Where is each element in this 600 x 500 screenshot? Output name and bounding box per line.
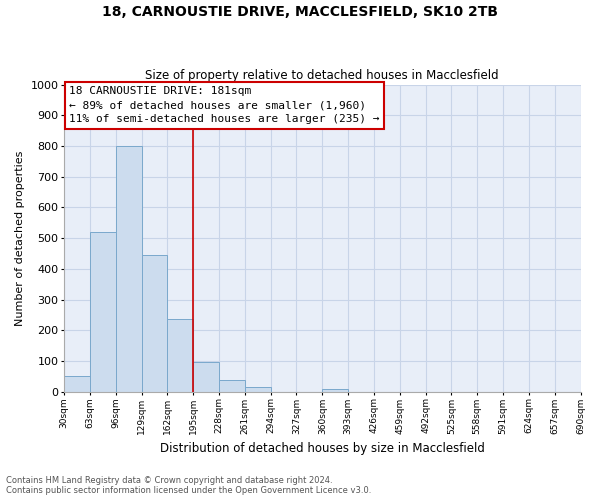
Title: Size of property relative to detached houses in Macclesfield: Size of property relative to detached ho… (145, 69, 499, 82)
Y-axis label: Number of detached properties: Number of detached properties (15, 150, 25, 326)
Bar (322, 388, 348, 392)
Bar (64, 376, 90, 392)
Bar (219, 380, 245, 392)
Text: 18, CARNOUSTIE DRIVE, MACCLESFIELD, SK10 2TB: 18, CARNOUSTIE DRIVE, MACCLESFIELD, SK10… (102, 5, 498, 19)
Bar (142, 255, 167, 392)
Text: Contains HM Land Registry data © Crown copyright and database right 2024.
Contai: Contains HM Land Registry data © Crown c… (6, 476, 371, 495)
Bar (167, 318, 193, 392)
X-axis label: Distribution of detached houses by size in Macclesfield: Distribution of detached houses by size … (160, 442, 485, 455)
Bar (245, 387, 271, 392)
Bar (193, 362, 219, 392)
Bar (116, 146, 142, 392)
Text: 18 CARNOUSTIE DRIVE: 181sqm
← 89% of detached houses are smaller (1,960)
11% of : 18 CARNOUSTIE DRIVE: 181sqm ← 89% of det… (69, 86, 380, 124)
Bar (90, 232, 116, 392)
